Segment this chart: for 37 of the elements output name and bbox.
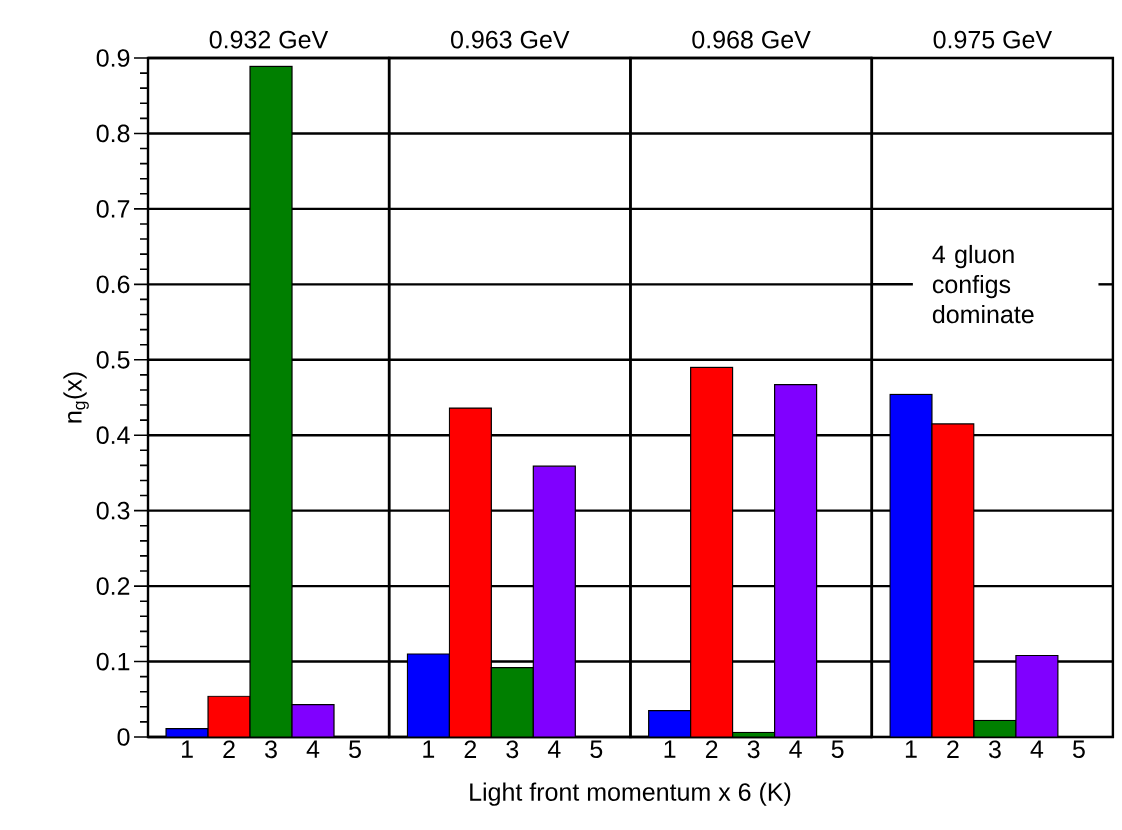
chart-title: 0.932 GeV <box>209 30 329 49</box>
x-tick-label: 3 <box>265 740 277 759</box>
x-tick-label: 1 <box>905 740 917 758</box>
x-tick-label: 3 <box>988 740 1001 759</box>
chart-title: 0.968 GeV <box>692 30 811 49</box>
x-tick-label: 4 <box>547 740 561 758</box>
x-tick-label: 4 <box>789 740 802 758</box>
y-tick-label: 0.4 <box>96 426 130 445</box>
y-tick-label: 0.2 <box>96 577 130 595</box>
x-tick-label: 5 <box>1072 740 1085 758</box>
x-tick-label: 1 <box>423 740 435 758</box>
x-tick-label: 5 <box>590 740 603 758</box>
y-axis-title: n$_{g}$(x) <box>63 372 89 423</box>
y-tick-label: 0.7 <box>96 200 130 218</box>
x-tick-label: 3 <box>506 740 519 759</box>
x-tick-label: 4 <box>1030 740 1044 758</box>
y-tick-label: 0.8 <box>96 124 130 143</box>
x-tick-label: 3 <box>747 740 760 759</box>
y-tick-label: 0.9 <box>96 49 130 67</box>
y-tick-label: 0.1 <box>96 652 130 671</box>
x-tick-label: 4 <box>306 740 320 758</box>
x-tick-label: 2 <box>705 740 718 758</box>
x-tick-label: 2 <box>223 740 235 758</box>
y-tick-label: 0.3 <box>96 501 130 520</box>
y-tick-label: 0 <box>117 728 130 746</box>
y-tick-label: 0.5 <box>96 350 130 369</box>
x-tick-label: 2 <box>947 740 959 758</box>
y-tick-label: 0.6 <box>96 275 130 294</box>
x-tick-label: 1 <box>664 740 676 758</box>
x-tick-label: 5 <box>831 740 844 758</box>
annotation: 4 gluon configs dominate <box>932 244 1034 324</box>
x-axis-title: Light front momentum x 6 (K) <box>470 782 791 806</box>
x-tick-label: 2 <box>464 740 477 758</box>
x-tick-label: 5 <box>349 740 361 758</box>
x-tick-label: 1 <box>182 740 193 758</box>
chart-title: 0.963 GeV <box>451 30 570 49</box>
chart-title: 0.975 GeV <box>933 30 1053 49</box>
